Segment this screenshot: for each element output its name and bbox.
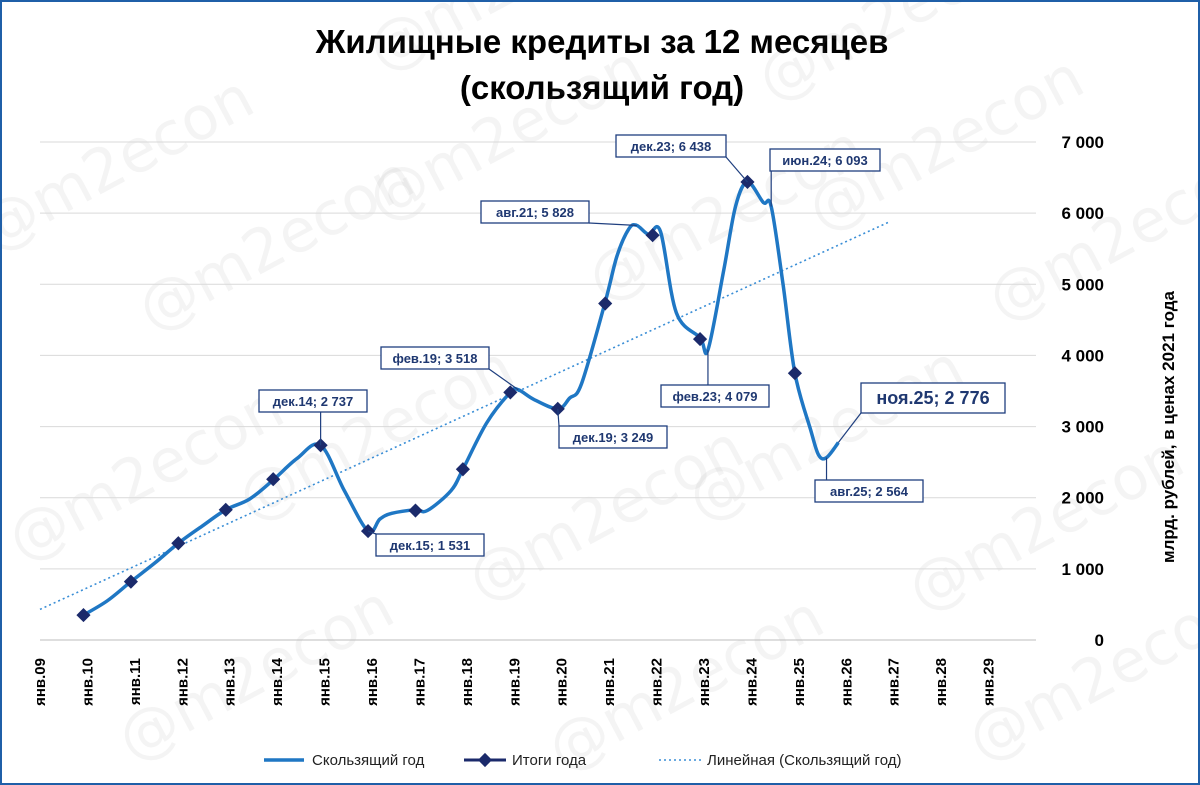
callout-box [814, 479, 924, 503]
y-axis-label: млрд. рублей, в ценах 2021 года [1159, 290, 1178, 563]
y-axis: 0 1 000 2 000 3 000 4 000 5 000 6 000 7 000 [1061, 133, 1104, 650]
x-tick-label: янв.23 [696, 658, 713, 706]
x-tick-label: янв.18 [459, 658, 476, 706]
callout-leader [837, 412, 862, 443]
callout-leader [557, 408, 560, 427]
year-total-marker [171, 536, 186, 551]
year-total-marker [787, 366, 802, 381]
year-total-marker [266, 472, 281, 487]
x-tick-label: янв.29 [981, 658, 998, 706]
callout-label: июн.24; 6 093 [782, 153, 868, 168]
watermark-text: @m2econ [106, 572, 405, 775]
year-total-marker [692, 331, 708, 347]
x-tick-label: янв.11 [127, 658, 144, 705]
year-total-marker [76, 608, 91, 623]
y-tick-label: 1 000 [1061, 560, 1104, 579]
callout-leader [725, 156, 748, 183]
callout-leader [367, 530, 377, 535]
callout-label: дек.15; 1 531 [390, 538, 471, 553]
callout-label: дек.14; 2 737 [273, 394, 354, 409]
legend-label: Линейная (Скользящий год) [707, 752, 901, 769]
callout-label: ноя.25; 2 776 [876, 388, 989, 408]
x-tick-label: янв.20 [554, 658, 571, 706]
x-tick-label: янв.16 [364, 658, 381, 706]
callout-label: дек.23; 6 438 [631, 139, 712, 154]
x-tick-label: янв.24 [743, 657, 760, 706]
callout-box [258, 389, 368, 413]
callout-box [860, 382, 1006, 414]
x-tick-label: янв.13 [222, 658, 239, 706]
year-total-marker [123, 574, 138, 589]
y-tick-label: 5 000 [1061, 275, 1104, 294]
legend-swatch-marker [477, 752, 493, 768]
x-tick-label: янв.19 [506, 658, 523, 706]
x-tick-label: янв.25 [791, 658, 808, 706]
y-tick-label: 2 000 [1061, 489, 1104, 508]
y-tick-label: 6 000 [1061, 204, 1104, 223]
year-total-marker [455, 462, 470, 477]
legend-label: Итоги года [512, 752, 587, 769]
x-tick-label: янв.17 [411, 658, 428, 706]
callout-label: дек.19; 3 249 [573, 430, 654, 445]
callout-box [769, 148, 881, 172]
callout-box [558, 425, 668, 449]
x-tick-label: янв.22 [649, 658, 666, 706]
watermark-text: @m2econ [896, 422, 1195, 625]
callout-box [480, 200, 590, 224]
x-tick-label: янв.10 [79, 658, 96, 706]
x-tick-label: янв.15 [317, 658, 334, 706]
callout-label: фев.19; 3 518 [393, 351, 478, 366]
callout-label: фев.23; 4 079 [673, 389, 758, 404]
legend-label: Скользящий год [312, 752, 425, 769]
x-tick-label: янв.28 [933, 658, 950, 706]
callout-label: авг.21; 5 828 [496, 205, 574, 220]
callout-box [615, 134, 727, 158]
callout-box [375, 533, 485, 557]
x-tick-label: янв.14 [269, 657, 286, 706]
year-total-marker [645, 228, 660, 243]
chart-title: Жилищные кредиты за 12 месяцев [315, 23, 889, 60]
x-tick-label: янв.09 [32, 658, 49, 706]
chart-subtitle: (скользящий год) [459, 69, 745, 106]
year-total-marker [408, 503, 423, 518]
callouts-layer: дек.14; 2 737 дек.15; 1 531 фев.19; 3 518 д… [258, 134, 1006, 557]
y-tick-label: 3 000 [1061, 418, 1104, 437]
y-tick-label: 0 [1095, 631, 1104, 650]
x-tick-label: янв.21 [601, 658, 618, 706]
x-tick-label: янв.26 [838, 658, 855, 706]
x-tick-label: янв.12 [174, 658, 191, 706]
x-axis: янв.09 янв.10 янв.11 янв.12 янв.13 янв.14 янв.… [32, 657, 998, 706]
y-tick-label: 7 000 [1061, 133, 1104, 152]
callout-box [380, 346, 490, 370]
y-tick-label: 4 000 [1061, 346, 1104, 365]
year-total-markers-layer [76, 174, 802, 623]
year-total-marker [503, 385, 518, 400]
legend: Скользящий год Итоги года Линейная (Скольз… [264, 752, 901, 769]
x-tick-label: янв.27 [886, 658, 903, 706]
callout-leader [488, 368, 519, 391]
callout-label: авг.25; 2 564 [830, 484, 909, 499]
callout-box [660, 384, 770, 408]
callout-leader [588, 222, 637, 226]
year-total-marker [598, 296, 613, 311]
